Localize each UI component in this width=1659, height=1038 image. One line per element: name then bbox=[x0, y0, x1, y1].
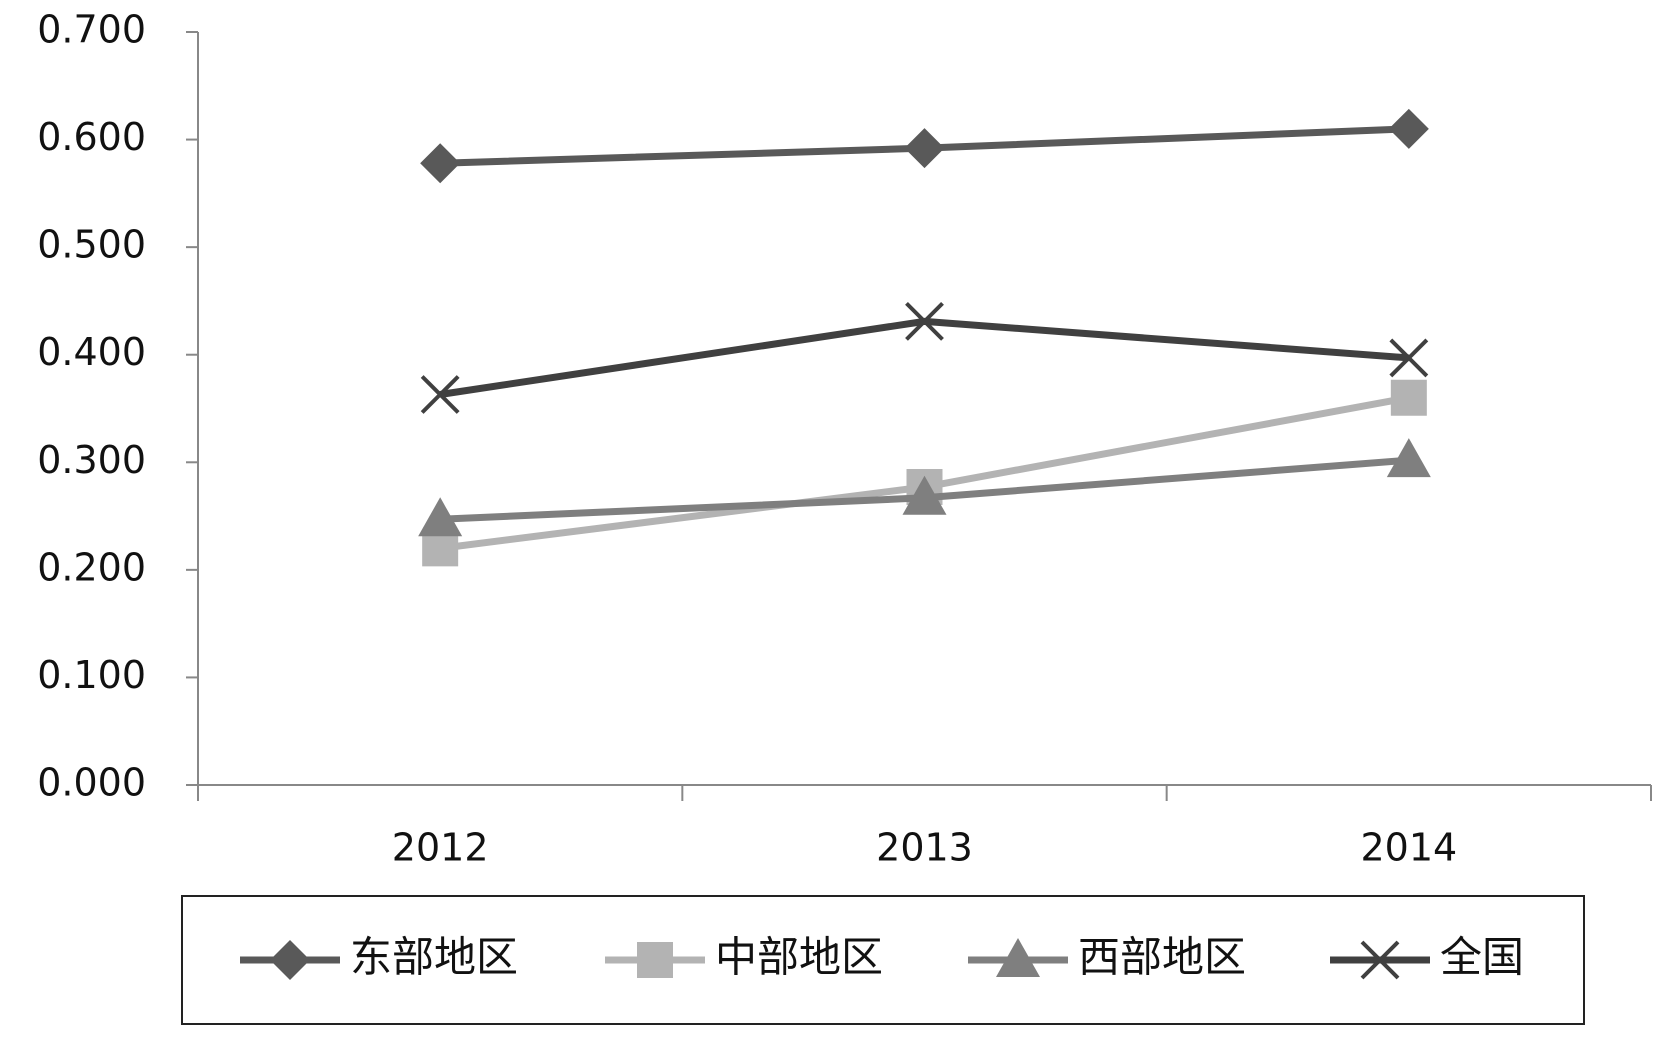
legend-label: 东部地区 bbox=[350, 933, 518, 982]
data-point bbox=[420, 143, 461, 184]
y-tick-label: 0.700 bbox=[37, 8, 146, 52]
data-point bbox=[902, 475, 947, 515]
y-tick-label: 0.400 bbox=[37, 330, 146, 374]
data-point bbox=[1390, 379, 1427, 416]
y-tick-label: 0.500 bbox=[37, 223, 146, 267]
legend-label: 西部地区 bbox=[1078, 933, 1246, 982]
legend-marker bbox=[637, 942, 673, 978]
y-tick-label: 0.200 bbox=[37, 545, 146, 589]
x-tick-label: 2012 bbox=[392, 826, 489, 870]
data-point bbox=[904, 128, 945, 169]
legend-label: 中部地区 bbox=[715, 933, 883, 982]
y-tick-label: 0.300 bbox=[37, 438, 146, 482]
data-point bbox=[420, 375, 460, 414]
legend-label: 全国 bbox=[1440, 933, 1524, 982]
x-tick-label: 2013 bbox=[876, 826, 973, 870]
data-point bbox=[1389, 338, 1429, 378]
y-tick-label: 0.000 bbox=[37, 761, 146, 805]
data-point bbox=[1386, 438, 1431, 478]
data-point bbox=[1388, 108, 1429, 149]
y-tick-label: 0.100 bbox=[37, 653, 146, 697]
legend-box bbox=[181, 895, 1585, 1025]
legend-marker bbox=[1360, 940, 1400, 980]
legend-marker bbox=[270, 940, 310, 980]
data-point bbox=[418, 497, 463, 537]
data-point bbox=[905, 301, 944, 341]
y-tick-label: 0.600 bbox=[37, 115, 146, 159]
legend-marker bbox=[996, 938, 1040, 977]
data-point bbox=[422, 530, 459, 567]
series-line bbox=[439, 317, 1410, 398]
x-tick-label: 2014 bbox=[1360, 826, 1457, 870]
